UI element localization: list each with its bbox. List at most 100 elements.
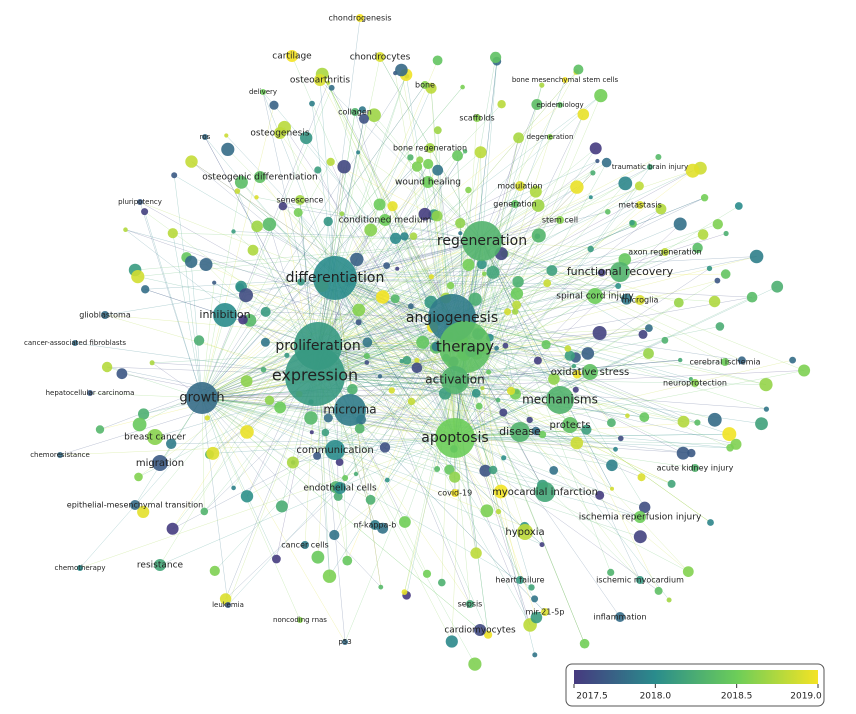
minor-node <box>618 435 624 442</box>
minor-node <box>707 412 722 427</box>
edge <box>454 360 538 381</box>
node <box>515 181 525 191</box>
minor-node <box>480 504 494 518</box>
node-label: chemoresistance <box>30 451 90 459</box>
node <box>77 565 83 571</box>
minor-node <box>132 417 147 432</box>
minor-node <box>409 232 418 240</box>
minor-node <box>512 276 524 288</box>
minor-node <box>206 446 220 460</box>
minor-node <box>399 359 404 364</box>
node-label: endothelial cells <box>303 484 377 494</box>
node-label: growth <box>179 391 224 406</box>
edge <box>454 379 672 485</box>
edge <box>464 170 693 348</box>
node <box>285 346 345 406</box>
node <box>286 50 298 62</box>
edge <box>317 74 407 347</box>
edge <box>201 76 408 399</box>
node <box>435 418 475 458</box>
edge <box>317 285 451 347</box>
minor-node <box>643 348 654 359</box>
edge <box>454 304 517 439</box>
minor-node <box>531 426 541 436</box>
edge <box>334 264 469 279</box>
minor-node <box>433 126 442 135</box>
edge <box>204 136 319 347</box>
minor-node <box>171 172 178 179</box>
edge <box>481 240 659 592</box>
edge <box>317 236 414 347</box>
node-label: functional recovery <box>567 265 674 278</box>
edge <box>334 277 715 302</box>
minor-node <box>364 360 370 365</box>
minor-node <box>219 593 232 605</box>
minor-node <box>638 329 648 339</box>
edge <box>334 104 502 279</box>
minor-node <box>95 425 105 434</box>
node <box>582 364 598 380</box>
edge <box>311 103 336 279</box>
node <box>516 576 524 584</box>
node-label: microglia <box>622 296 659 305</box>
minor-node <box>687 448 696 458</box>
edge <box>201 334 644 399</box>
node-label: chondrocytes <box>350 53 411 63</box>
minor-node <box>347 384 358 395</box>
edge <box>89 392 203 399</box>
edge <box>233 231 456 439</box>
node <box>370 520 380 530</box>
node <box>351 108 359 116</box>
node-label: osteogenic differentiation <box>202 173 318 183</box>
minor-node <box>595 158 600 164</box>
node <box>636 576 644 584</box>
edge <box>454 332 600 439</box>
edge <box>201 159 420 399</box>
minor-node <box>260 366 267 373</box>
node-label: nf-kappa-b <box>354 521 397 530</box>
minor-node <box>354 423 365 434</box>
edge <box>334 256 757 279</box>
node-label: proliferation <box>275 338 360 354</box>
edge <box>59 437 456 456</box>
edge <box>481 104 538 242</box>
node <box>425 143 435 153</box>
colorbar-tick-label: 2018.5 <box>721 692 753 702</box>
minor-node <box>763 406 770 412</box>
edge <box>201 397 381 588</box>
minor-node <box>531 595 539 603</box>
edge <box>139 201 203 399</box>
edge <box>262 91 336 279</box>
minor-node <box>407 154 414 161</box>
edge <box>201 397 600 496</box>
minor-node <box>274 401 286 414</box>
node-label: ischemic myocardium <box>596 576 684 585</box>
edge <box>329 379 456 577</box>
node-label: chondrogenesis <box>328 14 391 23</box>
minor-node <box>123 227 128 232</box>
edge <box>454 85 543 439</box>
edge <box>454 437 645 508</box>
edge <box>454 95 602 439</box>
minor-node <box>789 356 796 364</box>
edge <box>481 240 612 423</box>
edge <box>201 95 601 399</box>
minor-node <box>408 303 414 310</box>
node <box>661 248 669 256</box>
minor-node <box>399 516 411 528</box>
minor-node <box>755 417 768 431</box>
edge <box>201 84 426 399</box>
node-label: bone regeneration <box>393 144 467 153</box>
node <box>342 639 348 645</box>
node-label: bone mesenchymal stem cells <box>512 76 619 84</box>
minor-node <box>645 324 653 332</box>
minor-node <box>446 281 455 290</box>
node-label: therapy <box>436 338 494 356</box>
edge <box>334 277 456 381</box>
edge <box>481 240 512 391</box>
edge <box>317 345 543 545</box>
minor-node <box>167 228 178 239</box>
minor-node <box>323 216 333 227</box>
edge <box>464 346 715 421</box>
minor-node <box>166 522 179 535</box>
